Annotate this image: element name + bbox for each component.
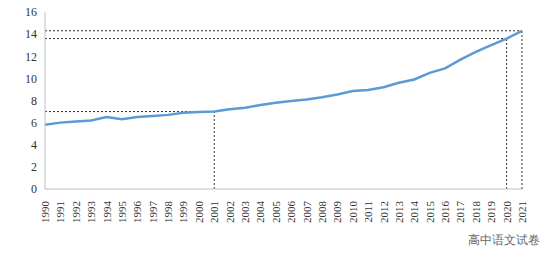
svg-text:1999: 1999: [177, 201, 189, 224]
svg-text:2000: 2000: [193, 201, 205, 224]
svg-text:1998: 1998: [162, 201, 174, 224]
svg-text:1997: 1997: [147, 201, 159, 224]
svg-text:2017: 2017: [454, 201, 466, 224]
svg-text:10: 10: [25, 72, 37, 86]
svg-text:2011: 2011: [362, 201, 374, 223]
svg-text:2007: 2007: [301, 201, 313, 224]
svg-text:2008: 2008: [316, 201, 328, 224]
svg-text:1996: 1996: [131, 201, 143, 224]
svg-text:2015: 2015: [424, 201, 436, 224]
svg-text:2013: 2013: [393, 201, 405, 224]
svg-text:2003: 2003: [239, 201, 251, 224]
svg-text:1994: 1994: [101, 201, 113, 224]
svg-text:14: 14: [25, 27, 37, 41]
svg-text:2019: 2019: [485, 201, 497, 224]
svg-text:4: 4: [31, 138, 37, 152]
svg-text:2021: 2021: [516, 201, 528, 223]
svg-text:2009: 2009: [331, 201, 343, 224]
svg-text:2012: 2012: [378, 201, 390, 223]
svg-text:2: 2: [31, 160, 37, 174]
svg-text:0: 0: [31, 182, 37, 196]
svg-text:1992: 1992: [70, 201, 82, 223]
svg-text:6: 6: [31, 116, 37, 130]
svg-text:2010: 2010: [347, 201, 359, 224]
svg-text:16: 16: [25, 5, 37, 19]
svg-text:2005: 2005: [270, 201, 282, 224]
svg-text:2018: 2018: [470, 201, 482, 224]
svg-text:2004: 2004: [254, 201, 266, 224]
svg-text:12: 12: [25, 50, 37, 64]
svg-text:2020: 2020: [501, 201, 513, 224]
svg-text:8: 8: [31, 94, 37, 108]
svg-text:2014: 2014: [408, 201, 420, 224]
html-text:高中语文试卷: 高中语文试卷: [468, 233, 540, 247]
svg-text:2006: 2006: [285, 201, 297, 224]
svg-text:1993: 1993: [85, 201, 97, 224]
svg-text:2002: 2002: [224, 201, 236, 223]
svg-text:1995: 1995: [116, 201, 128, 224]
svg-text:2016: 2016: [439, 201, 451, 224]
svg-text:1990: 1990: [39, 201, 51, 224]
svg-text:1991: 1991: [54, 201, 66, 223]
svg-text:2001: 2001: [208, 201, 220, 223]
